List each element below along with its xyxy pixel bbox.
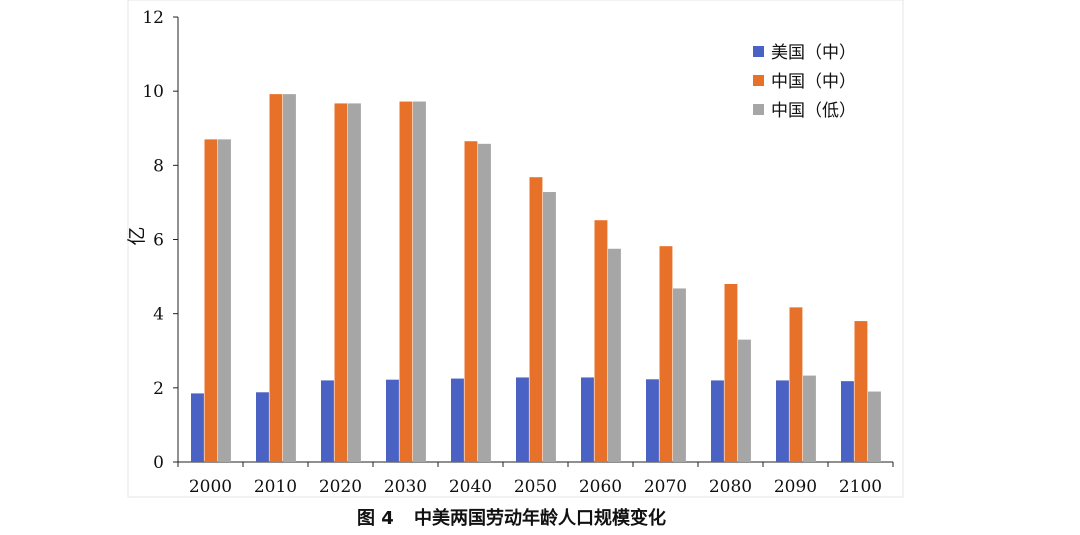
bar	[594, 220, 608, 462]
bar	[204, 139, 218, 462]
y-tick-label: 0	[153, 453, 164, 473]
bar	[464, 141, 478, 462]
bar	[659, 246, 673, 462]
bar	[256, 392, 269, 462]
bar	[608, 248, 621, 462]
bar	[269, 94, 283, 462]
bar	[711, 380, 724, 462]
y-tick-label: 4	[153, 305, 164, 325]
x-tick-label: 2100	[839, 477, 882, 497]
x-tick-label: 2050	[514, 477, 557, 497]
x-tick-label: 2090	[774, 477, 817, 497]
bar	[478, 143, 491, 462]
bar	[543, 192, 556, 463]
x-tick-label: 2060	[579, 477, 622, 497]
figure-number: 图 4	[357, 508, 394, 529]
y-tick-label: 8	[153, 156, 164, 176]
x-tick-label: 2030	[384, 477, 427, 497]
y-tick-label: 6	[153, 231, 164, 251]
legend-label: 美国（中）	[771, 43, 856, 63]
x-tick-label: 2020	[319, 477, 362, 497]
x-tick-label: 2000	[189, 477, 232, 497]
bar	[321, 380, 334, 462]
bar	[516, 377, 529, 462]
bar	[191, 393, 204, 462]
figure-caption: 中美两国劳动年龄人口规模变化	[414, 507, 666, 529]
bar	[451, 378, 464, 462]
bar	[868, 391, 881, 462]
bar	[673, 288, 686, 462]
legend-label: 中国（低）	[771, 101, 856, 121]
bar	[283, 94, 296, 462]
legend-swatch	[753, 75, 764, 86]
y-axis-label: 亿	[126, 226, 148, 245]
bar	[803, 375, 816, 462]
y-tick-label: 12	[142, 8, 164, 28]
x-tick-label: 2080	[709, 477, 752, 497]
bar	[348, 103, 361, 462]
x-tick-label: 2040	[449, 477, 492, 497]
x-tick-label: 2010	[254, 477, 297, 497]
bar	[334, 103, 348, 462]
bar	[399, 101, 413, 463]
bar	[854, 321, 868, 462]
bar	[413, 101, 426, 463]
bar	[841, 381, 854, 462]
bar	[581, 377, 594, 462]
y-tick-label: 10	[142, 82, 164, 102]
x-tick-label: 2070	[644, 477, 687, 497]
bar	[218, 139, 231, 462]
bar	[646, 379, 659, 462]
legend-swatch	[753, 46, 764, 57]
legend-label: 中国（中）	[771, 72, 856, 92]
bar	[529, 177, 543, 462]
bar	[738, 339, 751, 462]
legend: 美国（中） 中国（中） 中国（低）	[753, 43, 856, 121]
plot-area: 0 2 4 6 8 10 12 2000 2010 2020 2030 2040 2050 2060 207…	[142, 8, 894, 497]
legend-swatch	[753, 104, 764, 115]
y-tick-label: 2	[153, 379, 164, 399]
bar	[776, 380, 789, 462]
bar	[789, 307, 803, 462]
bar	[386, 379, 399, 462]
bar	[724, 284, 738, 462]
